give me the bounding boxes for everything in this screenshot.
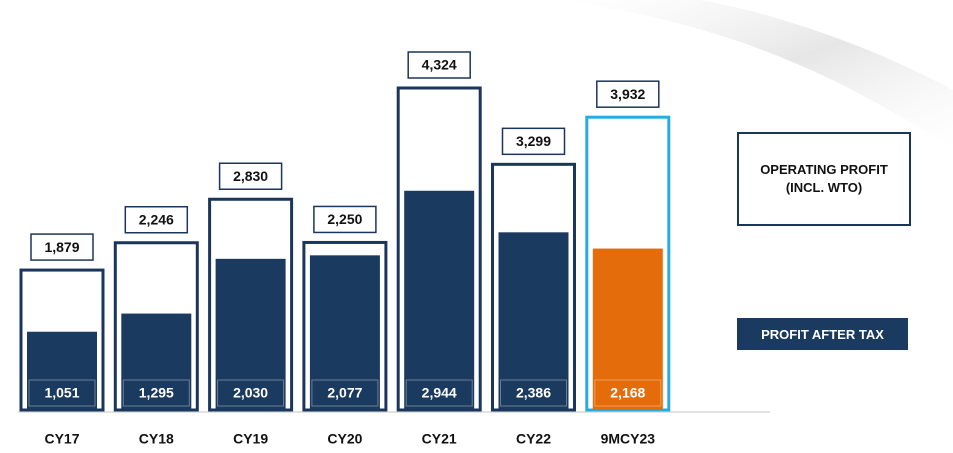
legend-label: PROFIT AFTER TAX xyxy=(761,326,884,342)
pat-label-box xyxy=(122,379,190,407)
x-tick-label: 9MCY23 xyxy=(601,431,656,447)
legend-label: OPERATING PROFIT (INCL. WTO) xyxy=(760,162,888,195)
x-tick-label: CY19 xyxy=(233,431,268,447)
pat-label-box xyxy=(311,379,379,407)
profit-after-tax-label: 2,030 xyxy=(233,385,268,401)
profit-after-tax-bar xyxy=(498,232,569,410)
x-tick-label: CY21 xyxy=(422,431,457,447)
pat-label-box xyxy=(217,379,285,407)
pat-label-box xyxy=(500,379,567,407)
profit-after-tax-label: 1,051 xyxy=(44,385,79,401)
background-swoosh xyxy=(560,0,953,150)
value-label-box xyxy=(596,80,660,108)
pat-label-box xyxy=(594,379,662,407)
x-tick-label: CY22 xyxy=(516,431,551,447)
pat-label-box xyxy=(405,379,473,407)
value-label-box xyxy=(407,51,471,79)
profit-after-tax-bar xyxy=(404,190,475,410)
value-label-box xyxy=(501,127,566,156)
legend-operating-profit: OPERATING PROFIT (INCL. WTO) xyxy=(737,132,911,226)
value-label-box xyxy=(313,205,377,234)
x-tick-label: CY20 xyxy=(327,431,362,447)
operating-profit-label: 3,299 xyxy=(516,133,551,149)
profit-after-tax-label: 1,295 xyxy=(139,385,174,401)
legend-profit-after-tax: PROFIT AFTER TAX xyxy=(737,318,908,350)
pat-label-box xyxy=(28,379,96,407)
x-tick-label: CY18 xyxy=(139,431,174,447)
operating-profit-label: 4,324 xyxy=(422,57,457,73)
value-label-box xyxy=(124,205,189,234)
profit-after-tax-bar xyxy=(215,258,286,410)
profit-after-tax-label: 2,077 xyxy=(327,385,362,401)
operating-profit-label: 2,250 xyxy=(327,211,362,227)
profit-after-tax-label: 2,944 xyxy=(422,385,457,401)
profit-after-tax-label: 2,386 xyxy=(516,385,551,401)
value-label-box xyxy=(218,162,283,191)
operating-profit-label: 2,830 xyxy=(233,168,268,184)
profit-after-tax-bar xyxy=(592,248,663,410)
profit-after-tax-label: 2,168 xyxy=(610,385,645,401)
profit-after-tax-bar xyxy=(121,313,192,410)
operating-profit-label: 1,879 xyxy=(44,239,79,255)
profit-after-tax-bar xyxy=(309,255,380,410)
profit-after-tax-bar xyxy=(27,331,97,410)
x-tick-label: CY17 xyxy=(44,431,79,447)
operating-profit-label: 2,246 xyxy=(139,211,174,227)
operating-profit-label: 3,932 xyxy=(610,86,645,102)
value-label-box xyxy=(30,233,94,261)
